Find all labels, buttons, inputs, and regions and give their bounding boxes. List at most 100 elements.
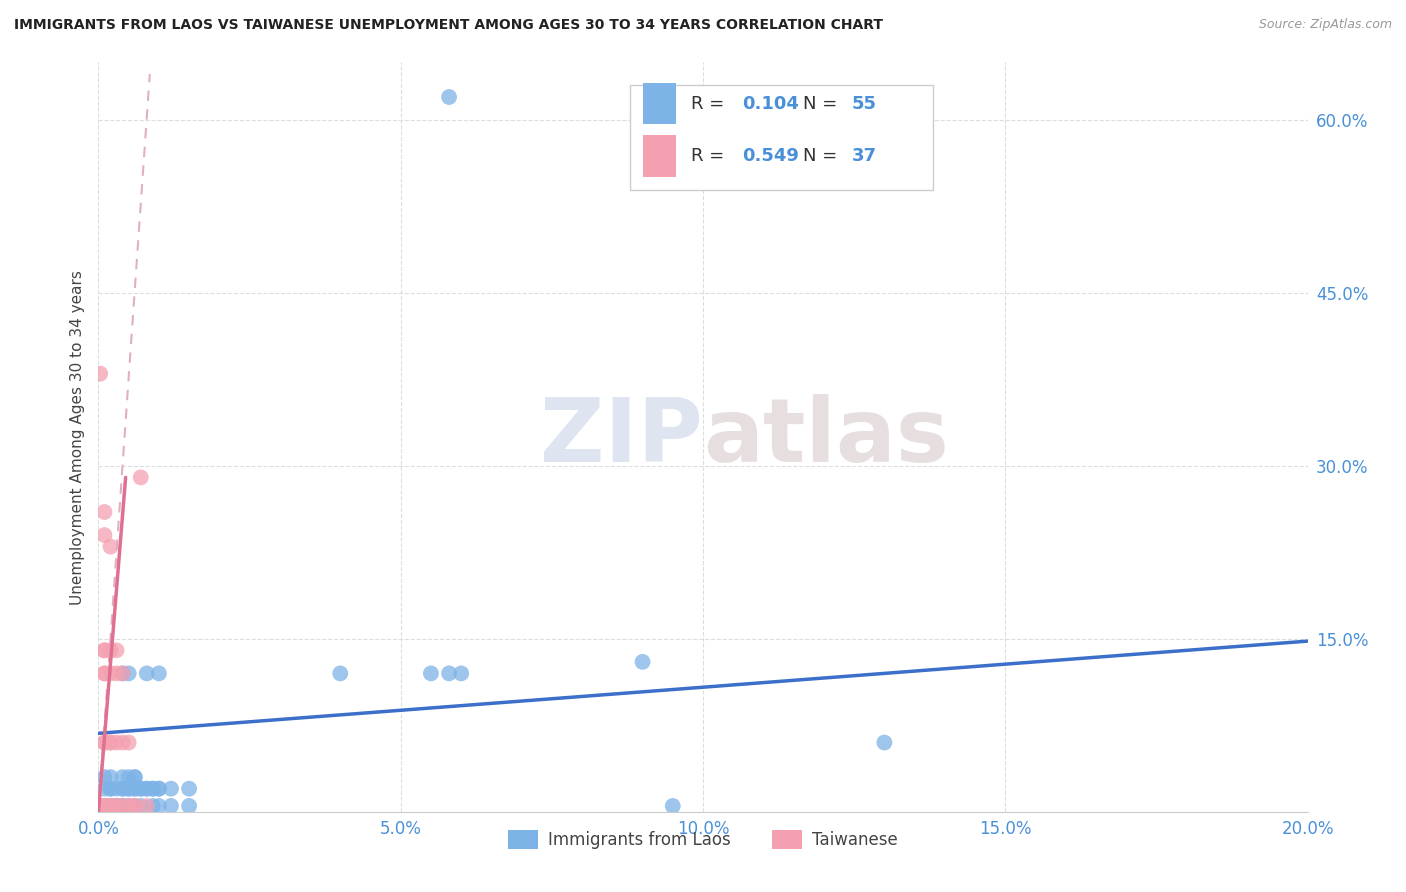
Point <box>105 799 128 814</box>
Point <box>100 781 122 796</box>
Point <box>111 799 134 814</box>
Point <box>100 799 122 814</box>
Point <box>93 666 115 681</box>
Point <box>148 799 170 814</box>
Point <box>124 781 146 796</box>
Point <box>89 367 111 381</box>
Point <box>118 799 141 814</box>
Point <box>142 781 165 796</box>
Text: ZIP: ZIP <box>540 393 703 481</box>
Point <box>111 666 134 681</box>
Point <box>100 735 122 749</box>
Point <box>450 666 472 681</box>
Point <box>160 799 183 814</box>
Bar <box>643 136 676 177</box>
Point <box>437 666 460 681</box>
Point <box>93 735 115 749</box>
Point <box>111 799 134 814</box>
Text: atlas: atlas <box>703 393 949 481</box>
Point <box>100 781 122 796</box>
Point <box>179 781 201 796</box>
Point <box>93 735 115 749</box>
Legend: Immigrants from Laos, Taiwanese: Immigrants from Laos, Taiwanese <box>502 823 904 855</box>
Point <box>93 528 115 542</box>
Text: N =: N = <box>803 95 844 112</box>
Point <box>124 799 146 814</box>
Point <box>93 505 115 519</box>
Point <box>118 781 141 796</box>
Point <box>124 799 146 814</box>
Point <box>100 799 122 814</box>
Point <box>100 540 122 554</box>
Point <box>93 799 115 814</box>
Point <box>111 799 134 814</box>
Point <box>135 799 157 814</box>
Point <box>118 770 141 784</box>
Point <box>89 799 111 814</box>
Point <box>118 735 141 749</box>
Point <box>142 781 165 796</box>
Point <box>105 781 128 796</box>
Point <box>135 781 157 796</box>
Text: 55: 55 <box>852 95 877 112</box>
Point <box>100 799 122 814</box>
Point <box>93 799 115 814</box>
Point <box>118 799 141 814</box>
Text: 0.104: 0.104 <box>742 95 799 112</box>
Point <box>420 666 443 681</box>
Point <box>89 799 111 814</box>
Point <box>105 799 128 814</box>
Text: 0.549: 0.549 <box>742 147 799 165</box>
Point <box>129 781 152 796</box>
Point <box>93 781 115 796</box>
Text: 37: 37 <box>852 147 877 165</box>
Point <box>89 799 111 814</box>
Text: R =: R = <box>690 95 730 112</box>
Point <box>105 666 128 681</box>
Point <box>93 666 115 681</box>
Point <box>142 799 165 814</box>
Text: Source: ZipAtlas.com: Source: ZipAtlas.com <box>1258 18 1392 31</box>
Point <box>93 799 115 814</box>
Point <box>111 781 134 796</box>
Point <box>179 799 201 814</box>
Point <box>148 781 170 796</box>
Point <box>437 90 460 104</box>
Point <box>873 735 896 749</box>
Point <box>111 666 134 681</box>
Point <box>118 781 141 796</box>
Point <box>148 781 170 796</box>
Point <box>124 781 146 796</box>
Bar <box>643 83 676 124</box>
Y-axis label: Unemployment Among Ages 30 to 34 years: Unemployment Among Ages 30 to 34 years <box>69 269 84 605</box>
Point <box>89 799 111 814</box>
Point <box>148 666 170 681</box>
Point <box>111 781 134 796</box>
Point <box>135 666 157 681</box>
Bar <box>630 85 932 190</box>
Point <box>124 770 146 784</box>
Point <box>93 770 115 784</box>
Point <box>631 655 654 669</box>
Point <box>93 799 115 814</box>
Point <box>93 643 115 657</box>
Point <box>329 666 352 681</box>
Point <box>93 643 115 657</box>
Point <box>124 799 146 814</box>
Point <box>100 799 122 814</box>
Point <box>661 799 683 814</box>
Point <box>100 799 122 814</box>
Text: N =: N = <box>803 147 844 165</box>
Point <box>118 666 141 681</box>
Point <box>100 666 122 681</box>
Point <box>100 643 122 657</box>
Point <box>111 735 134 749</box>
Point <box>105 799 128 814</box>
Point <box>129 781 152 796</box>
Point <box>100 735 122 749</box>
Point <box>105 735 128 749</box>
Point <box>100 770 122 784</box>
Point <box>124 770 146 784</box>
Point <box>105 643 128 657</box>
Point <box>135 781 157 796</box>
